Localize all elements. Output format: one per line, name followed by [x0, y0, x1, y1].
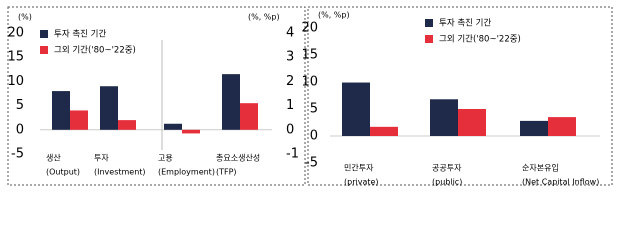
- x-tick-label: 순자본유입: [522, 164, 559, 173]
- bar: [342, 82, 370, 136]
- y2-tick-label: 3: [286, 50, 294, 65]
- frame: [307, 6, 613, 186]
- y-unit: (%, %p): [318, 11, 350, 20]
- bar: [548, 117, 576, 136]
- x-tick-label: (Employment): [158, 168, 215, 177]
- x-tick-label: (Net Capital Inflow): [522, 178, 599, 187]
- x-tick-label: 총요소생산성: [216, 153, 260, 163]
- y-tick-label: 10: [301, 75, 318, 90]
- x-tick-label: (public): [432, 178, 462, 187]
- bar: [118, 120, 136, 130]
- y-tick-label: -5: [305, 156, 318, 171]
- bar: [520, 120, 548, 136]
- y-tick-label: 0: [310, 129, 318, 144]
- y-tick-label: 20: [301, 21, 318, 36]
- y2-tick-label: 4: [286, 26, 294, 41]
- bar: [52, 91, 70, 130]
- legend-label: 그외 기간('80~'22중): [439, 34, 521, 45]
- legend-swatch: [425, 19, 433, 27]
- bar: [182, 129, 200, 134]
- y2-unit: (%, %p): [248, 13, 280, 22]
- legend-swatch: [40, 30, 48, 38]
- bar: [370, 126, 398, 136]
- legend-swatch: [425, 35, 433, 43]
- bar: [430, 99, 458, 136]
- x-tick-label: (private): [344, 178, 379, 187]
- y-tick-label: 0: [16, 122, 24, 137]
- x-tick-label: 투자: [94, 154, 109, 163]
- x-tick-label: 민간투자: [344, 163, 374, 173]
- y-tick-label: -5: [11, 147, 24, 162]
- x-tick-label: 고용: [158, 154, 173, 163]
- bar: [70, 110, 88, 130]
- bar: [240, 103, 258, 130]
- legend-swatch: [40, 46, 48, 54]
- frame: [7, 6, 306, 186]
- y-tick-label: 15: [7, 50, 24, 65]
- legend-label: 투자 촉진 기간: [439, 18, 492, 29]
- bar: [222, 74, 240, 130]
- bar: [164, 123, 182, 130]
- bar: [458, 109, 486, 136]
- y-unit: (%): [18, 13, 32, 22]
- y-tick-label: 20: [7, 26, 24, 41]
- x-tick-label: (Output): [46, 168, 80, 177]
- y2-tick-label: 2: [286, 74, 294, 89]
- y-tick-label: 10: [7, 74, 24, 89]
- y2-tick-label: -1: [286, 147, 299, 162]
- y2-tick-label: 1: [286, 98, 294, 113]
- bar: [100, 86, 118, 130]
- y2-tick-label: 0: [286, 122, 294, 137]
- x-tick-label: (Investment): [94, 168, 146, 177]
- legend-label: 그외 기간('80~'22중): [54, 45, 136, 56]
- legend-label: 투자 촉진 기간: [54, 29, 107, 40]
- y-tick-label: 5: [310, 102, 318, 117]
- y-tick-label: 5: [16, 98, 24, 113]
- y-tick-label: 15: [301, 48, 318, 63]
- x-tick-label: (TFP): [216, 168, 237, 177]
- x-tick-label: 생산: [46, 153, 61, 163]
- x-tick-label: 공공투자: [432, 164, 462, 173]
